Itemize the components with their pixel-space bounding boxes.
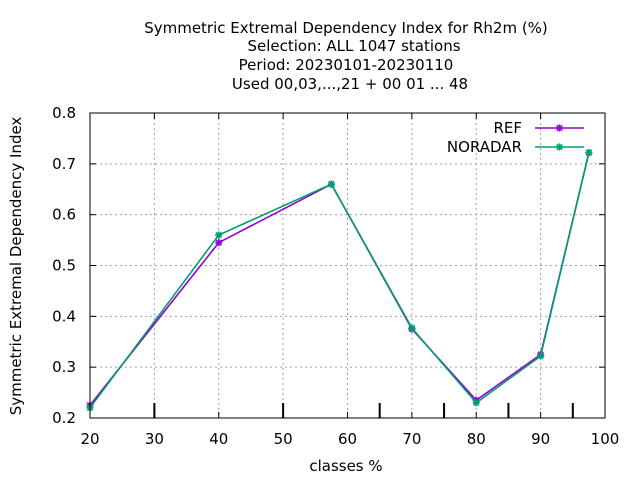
marker-d2 bbox=[215, 231, 223, 239]
marker-d2 bbox=[408, 324, 416, 332]
class-markers bbox=[153, 403, 574, 418]
x-tick-label: 40 bbox=[209, 430, 228, 448]
legend-marker-ref bbox=[555, 124, 564, 132]
x-axis-label: classes % bbox=[309, 457, 382, 475]
marker-d2 bbox=[585, 149, 593, 156]
series-line-ref bbox=[89, 152, 590, 406]
series-point-noradar bbox=[327, 180, 336, 188]
legend-label-ref: REF bbox=[493, 119, 522, 137]
marker-d2 bbox=[472, 399, 480, 407]
y-tick-label: 0.2 bbox=[52, 409, 76, 427]
series-point-noradar bbox=[215, 231, 223, 239]
y-axis-label: Symmetric Extremal Dependency Index bbox=[7, 117, 25, 416]
tick-labels: 20 30 40 50 60 70 80 90 100 0.2 0.3 0.4 0.5 0.6 0.7 0.8 bbox=[52, 104, 619, 448]
x-tick-label: 20 bbox=[80, 430, 99, 448]
series-point-noradar bbox=[585, 149, 593, 157]
series-point-noradar bbox=[472, 399, 480, 407]
x-tick-label: 100 bbox=[591, 430, 620, 448]
x-tick-label: 50 bbox=[274, 430, 293, 448]
x-tick-label: 70 bbox=[402, 430, 421, 448]
marker-d2 bbox=[556, 143, 563, 151]
series-point-noradar bbox=[408, 324, 416, 332]
y-tick-label: 0.3 bbox=[52, 358, 76, 376]
y-tick-label: 0.7 bbox=[52, 155, 76, 173]
legend-label-noradar: NORADAR bbox=[447, 138, 522, 156]
x-tick-label: 90 bbox=[531, 430, 550, 448]
title-line-4: Used 00,03,...,21 + 00 01 ... 48 bbox=[232, 75, 468, 93]
y-tick-label: 0.4 bbox=[52, 307, 76, 325]
legend-marker-noradar bbox=[555, 143, 564, 151]
plot-border bbox=[89, 112, 606, 419]
chart-title: Symmetric Extremal Dependency Index for … bbox=[144, 19, 548, 93]
marker-d2 bbox=[537, 352, 544, 360]
x-tick-label: 30 bbox=[145, 430, 164, 448]
series-point-noradar bbox=[537, 352, 545, 360]
y-tick-label: 0.6 bbox=[52, 206, 76, 224]
y-tick-label: 0.8 bbox=[52, 104, 76, 122]
grid bbox=[90, 113, 605, 418]
title-line-2: Selection: ALL 1047 stations bbox=[247, 37, 460, 55]
series-layer bbox=[86, 149, 593, 412]
marker-d2 bbox=[556, 124, 563, 132]
y-tick-label: 0.5 bbox=[52, 257, 76, 275]
x-tick-label: 80 bbox=[467, 430, 486, 448]
marker-d2 bbox=[328, 180, 335, 188]
marker-d2 bbox=[215, 239, 223, 246]
series-line-noradar bbox=[89, 152, 590, 409]
title-line-1: Symmetric Extremal Dependency Index for … bbox=[144, 19, 548, 37]
x-tick-label: 60 bbox=[338, 430, 357, 448]
series-point-ref bbox=[215, 239, 223, 247]
title-line-3: Period: 20230101-20230110 bbox=[239, 56, 454, 74]
